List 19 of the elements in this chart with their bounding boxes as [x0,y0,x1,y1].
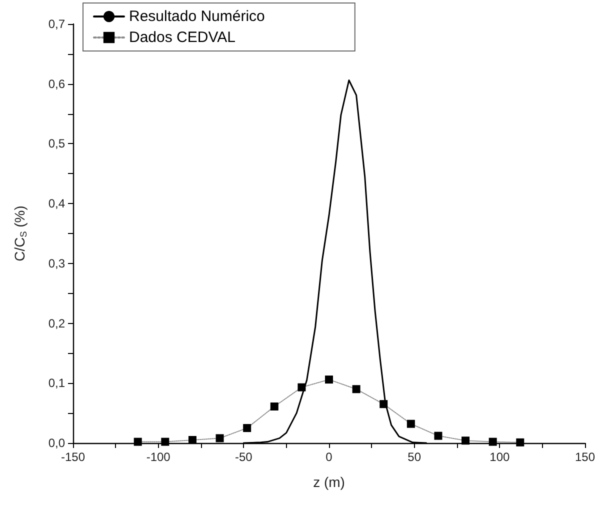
legend-label: Resultado Numérico [129,8,265,25]
x-tick-label: -50 [234,450,253,464]
y-tick-label: 0,7 [48,17,66,31]
x-tick-label: 100 [490,450,510,464]
x-axis-title: z (m) [313,474,345,490]
y-tick-label: 0,5 [48,136,66,151]
y-tick-label: 0,0 [48,436,66,450]
y-tick-label: 0,6 [48,76,66,91]
y-tick-label: 0,1 [48,376,66,390]
x-tick-label: -150 [60,450,86,464]
x-tick-label: 50 [408,450,422,464]
y-tick-label: 0,2 [48,316,66,330]
x-tick-label: 150 [574,450,596,464]
y-axis-title: C/CS (%) [12,206,28,262]
x-tick-label: -100 [146,450,171,464]
y-tick-label: 0,3 [48,256,66,270]
x-tick-label: 0 [326,450,333,464]
y-tick-label: 0,4 [48,196,66,211]
legend-label: Dados CEDVAL [129,29,236,46]
